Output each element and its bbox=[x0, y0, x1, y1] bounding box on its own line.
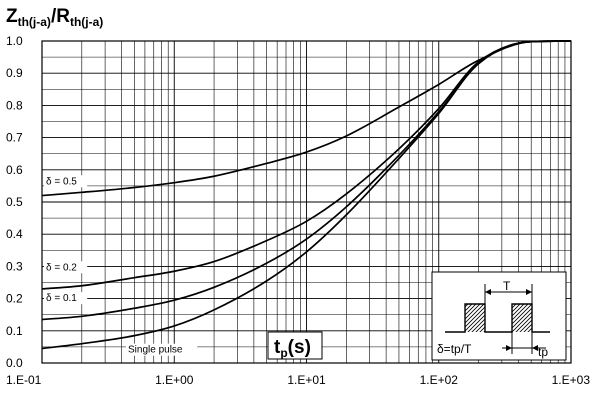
y-tick-label: 1.0 bbox=[6, 34, 23, 48]
series-label-2: δ = 0.1 bbox=[46, 293, 77, 304]
series-label-bg bbox=[44, 175, 88, 188]
pulse-1-fill bbox=[465, 304, 485, 332]
pulse-2-fill bbox=[512, 304, 532, 332]
y-tick-label: 0.7 bbox=[6, 131, 23, 145]
x-tick-label: 1.E+00 bbox=[155, 373, 194, 387]
y-tick-label: 0.5 bbox=[6, 195, 23, 209]
series-line-3 bbox=[41, 40, 572, 350]
x-axis-label: tp(s) bbox=[267, 331, 323, 360]
curves bbox=[41, 40, 572, 350]
x-tick-label: 1.E+02 bbox=[420, 373, 459, 387]
y-tick-label: 0.8 bbox=[6, 98, 23, 112]
pulse-waveform bbox=[445, 303, 550, 333]
y-tick-label: 0.1 bbox=[6, 324, 23, 338]
series-label-3: Single pulse bbox=[128, 345, 183, 356]
period-arrow-right bbox=[526, 289, 532, 295]
y-tick-label: 0.4 bbox=[6, 227, 23, 241]
series-label-1: δ = 0.2 bbox=[46, 262, 77, 273]
period-label: T bbox=[503, 279, 511, 293]
y-tick-label: 0.2 bbox=[6, 292, 23, 306]
y-tick-label: 0.6 bbox=[6, 163, 23, 177]
pulse-inset: Tδ=tp/T tp bbox=[431, 271, 567, 361]
inset-frame bbox=[431, 271, 567, 361]
pulse-width-label: tp bbox=[538, 345, 548, 359]
series-label-bg bbox=[44, 292, 88, 305]
tp-arrow-left bbox=[506, 345, 512, 351]
chart-title: Zth(j-a)/Rth(j-a) bbox=[6, 6, 103, 29]
series-label-0: δ = 0.5 bbox=[46, 176, 77, 187]
tp-arrow-right bbox=[532, 345, 538, 351]
y-tick-label: 0.9 bbox=[6, 66, 23, 80]
series-label-bg bbox=[44, 261, 88, 274]
series-line-0 bbox=[41, 40, 572, 197]
y-tick-label: 0.3 bbox=[6, 259, 23, 273]
plot-frame bbox=[41, 40, 572, 364]
series-line-1 bbox=[41, 40, 572, 290]
duty-label: δ=tp/T bbox=[437, 342, 472, 356]
x-tick-label: 1.E+01 bbox=[287, 373, 326, 387]
x-axis-label-box bbox=[267, 331, 323, 360]
period-arrow-left bbox=[485, 289, 491, 295]
series-label-bg bbox=[126, 343, 198, 356]
x-axis-label-text: tp(s) bbox=[274, 337, 311, 360]
x-tick-label: 1.E+03 bbox=[552, 373, 591, 387]
y-tick-label: 0.0 bbox=[6, 356, 23, 370]
tick-labels: 0.0 0.1 0.2 0.3 0.4 0.5 0.6 0.7 0.8 0.9 1.0 1.E-01 1… bbox=[6, 34, 590, 387]
curve-labels: δ = 0.5 δ = 0.2 δ = 0.1 Single pulse bbox=[44, 175, 198, 356]
x-tick-label: 1.E-01 bbox=[6, 373, 42, 387]
